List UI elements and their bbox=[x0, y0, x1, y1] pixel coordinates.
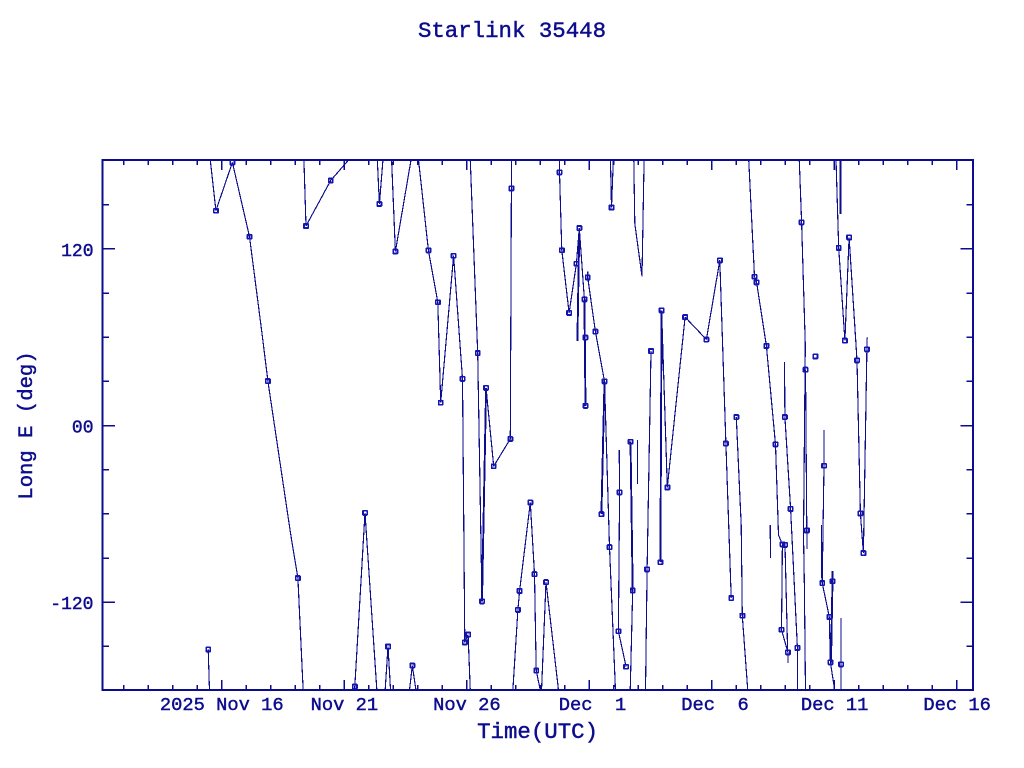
svg-text:Dec 11: Dec 11 bbox=[801, 694, 869, 716]
svg-text:Dec 1: Dec 1 bbox=[559, 694, 627, 716]
svg-text:-120: -120 bbox=[50, 595, 93, 615]
svg-text:Starlink 35448: Starlink 35448 bbox=[418, 18, 606, 44]
svg-text:2025 Nov 16: 2025 Nov 16 bbox=[160, 694, 284, 716]
svg-text:120: 120 bbox=[61, 242, 93, 262]
svg-text:00: 00 bbox=[72, 419, 94, 439]
svg-text:Nov 21: Nov 21 bbox=[311, 694, 379, 716]
svg-text:Long E (deg): Long E (deg) bbox=[16, 351, 39, 499]
svg-text:Dec 6: Dec 6 bbox=[681, 694, 749, 716]
svg-text:Nov 26: Nov 26 bbox=[433, 694, 501, 716]
svg-text:Time(UTC): Time(UTC) bbox=[477, 719, 598, 745]
svg-text:Dec 16: Dec 16 bbox=[923, 694, 991, 716]
